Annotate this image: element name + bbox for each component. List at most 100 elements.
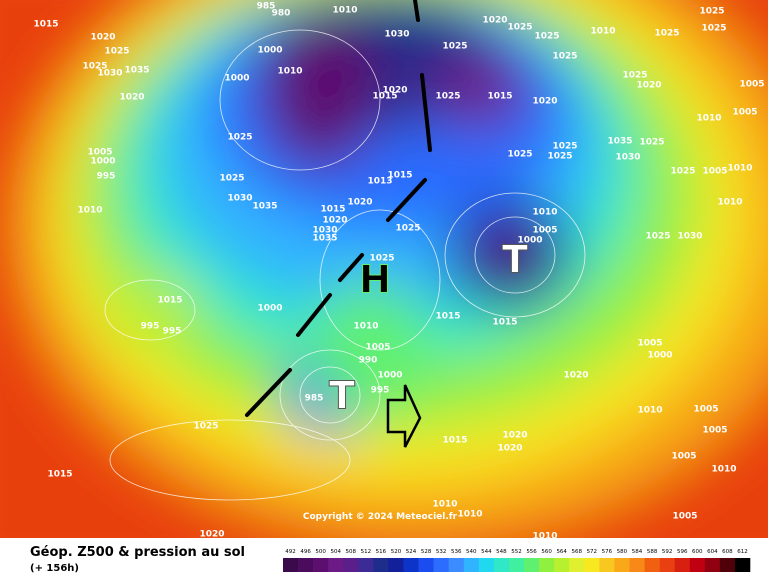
pressure-label: 1000 — [647, 351, 672, 361]
scale-swatch — [403, 558, 419, 572]
scale-swatch — [524, 558, 540, 572]
pressure-label: 1020 — [532, 97, 557, 107]
pressure-label: 1025 — [552, 52, 577, 62]
pressure-label: 1010 — [332, 6, 357, 16]
pressure-label: 1005 — [365, 343, 390, 353]
scale-swatch — [433, 558, 450, 572]
pressure-label: 1015 — [157, 296, 182, 306]
scale-label: 520 — [391, 549, 402, 555]
scale-label: 548 — [496, 549, 507, 555]
pressure-label: 1005 — [532, 226, 557, 236]
pressure-label: 1030 — [227, 194, 252, 204]
pressure-label: 995 — [371, 386, 390, 396]
scale-label: 600 — [692, 549, 703, 555]
pressure-label: 1010 — [432, 500, 457, 510]
map-subtitle: (+ 156h) — [30, 563, 79, 574]
pressure-label: 980 — [272, 9, 291, 19]
pressure-label: 1030 — [615, 153, 640, 163]
scale-swatch — [599, 558, 615, 572]
scale-label: 612 — [737, 549, 748, 555]
pressure-label: 1015 — [320, 205, 345, 215]
pressure-label: 1025 — [82, 62, 107, 72]
scale-label: 540 — [466, 549, 477, 555]
scale-label: 560 — [541, 549, 552, 555]
pressure-label: 1030 — [384, 30, 409, 40]
pressure-label: 1035 — [607, 137, 632, 147]
pressure-label: 1020 — [199, 530, 224, 540]
pressure-label: 1000 — [517, 236, 542, 246]
scale-swatch — [508, 558, 525, 572]
pressure-label: 1005 — [702, 167, 727, 177]
scale-swatch — [659, 558, 675, 572]
pressure-label: 1005 — [739, 80, 764, 90]
scale-swatch — [328, 558, 344, 572]
pressure-label: 1010 — [77, 206, 102, 216]
pressure-label: 1005 — [637, 339, 662, 349]
pressure-label: 1005 — [671, 452, 696, 462]
scale-swatch — [689, 558, 706, 572]
scale-label: 504 — [330, 549, 341, 555]
pressure-label: 1020 — [382, 86, 407, 96]
pressure-label: 1025 — [645, 232, 670, 242]
pressure-label: 1000 — [90, 157, 115, 167]
pressure-label: 1010 — [717, 198, 742, 208]
pressure-label: 1010 — [637, 406, 662, 416]
fronts — [245, 0, 432, 448]
pressure-label: 1025 — [219, 174, 244, 184]
scale-label: 528 — [421, 549, 432, 555]
scale-label: 544 — [481, 549, 492, 555]
scale-label: 508 — [346, 549, 357, 555]
pressure-label: 1025 — [507, 23, 532, 33]
scale-label: 496 — [300, 549, 311, 555]
pressure-label: 1025 — [442, 42, 467, 52]
pressure-label: 1025 — [369, 254, 394, 264]
scale-label: 592 — [662, 549, 673, 555]
pressure-label: 1010 — [711, 465, 736, 475]
pressure-label: 1010 — [532, 532, 557, 542]
pressure-center: T — [502, 238, 528, 282]
pressure-label: 1020 — [636, 81, 661, 91]
scale-swatch — [388, 558, 404, 572]
pressure-label: 1035 — [124, 66, 149, 76]
scale-label: 596 — [677, 549, 688, 555]
pressure-label: 1035 — [252, 202, 277, 212]
pressure-label: 985 — [305, 394, 324, 404]
pressure-label: 1015 — [47, 470, 72, 480]
scale-label: 588 — [647, 549, 658, 555]
scale-swatch — [448, 558, 465, 572]
pressure-label: 995 — [141, 322, 160, 332]
pressure-label: 1025 — [552, 142, 577, 152]
pressure-label: 1025 — [699, 7, 724, 17]
pressure-label: 1015 — [442, 436, 467, 446]
scale-swatch — [719, 558, 736, 572]
pressure-label: 1025 — [507, 150, 532, 160]
pressure-label: 1025 — [622, 71, 647, 81]
pressure-label: 1015 — [372, 92, 397, 102]
isobars — [104, 29, 586, 501]
scale-label: 604 — [707, 549, 718, 555]
scale-swatch — [674, 558, 691, 572]
copyright: Copyright © 2024 Meteociel.fr — [303, 512, 458, 522]
scale-label: 564 — [556, 549, 567, 555]
pressure-label: 1020 — [563, 371, 588, 381]
scale-swatch — [569, 558, 585, 572]
scale-label: 572 — [587, 549, 598, 555]
pressure-label: 1010 — [457, 510, 482, 520]
scale-label: 524 — [406, 549, 417, 555]
pressure-label: 1020 — [322, 216, 347, 226]
pressure-label: 1020 — [482, 16, 507, 26]
pressure-label: 1025 — [435, 92, 460, 102]
pressure-label: 1030 — [312, 226, 337, 236]
pressure-label: 1010 — [590, 27, 615, 37]
pressure-label: 1013 — [367, 177, 392, 187]
pressure-label: 995 — [97, 172, 116, 182]
scale-label: 492 — [285, 549, 296, 555]
pressure-label: 1000 — [377, 371, 402, 381]
pressure-label: 1020 — [497, 444, 522, 454]
pressure-label: 1005 — [732, 108, 757, 118]
pressure-label: 1025 — [547, 152, 572, 162]
pressure-center: H — [359, 258, 391, 302]
scale-swatch — [478, 558, 495, 572]
pressure-label: 1015 — [33, 20, 58, 30]
